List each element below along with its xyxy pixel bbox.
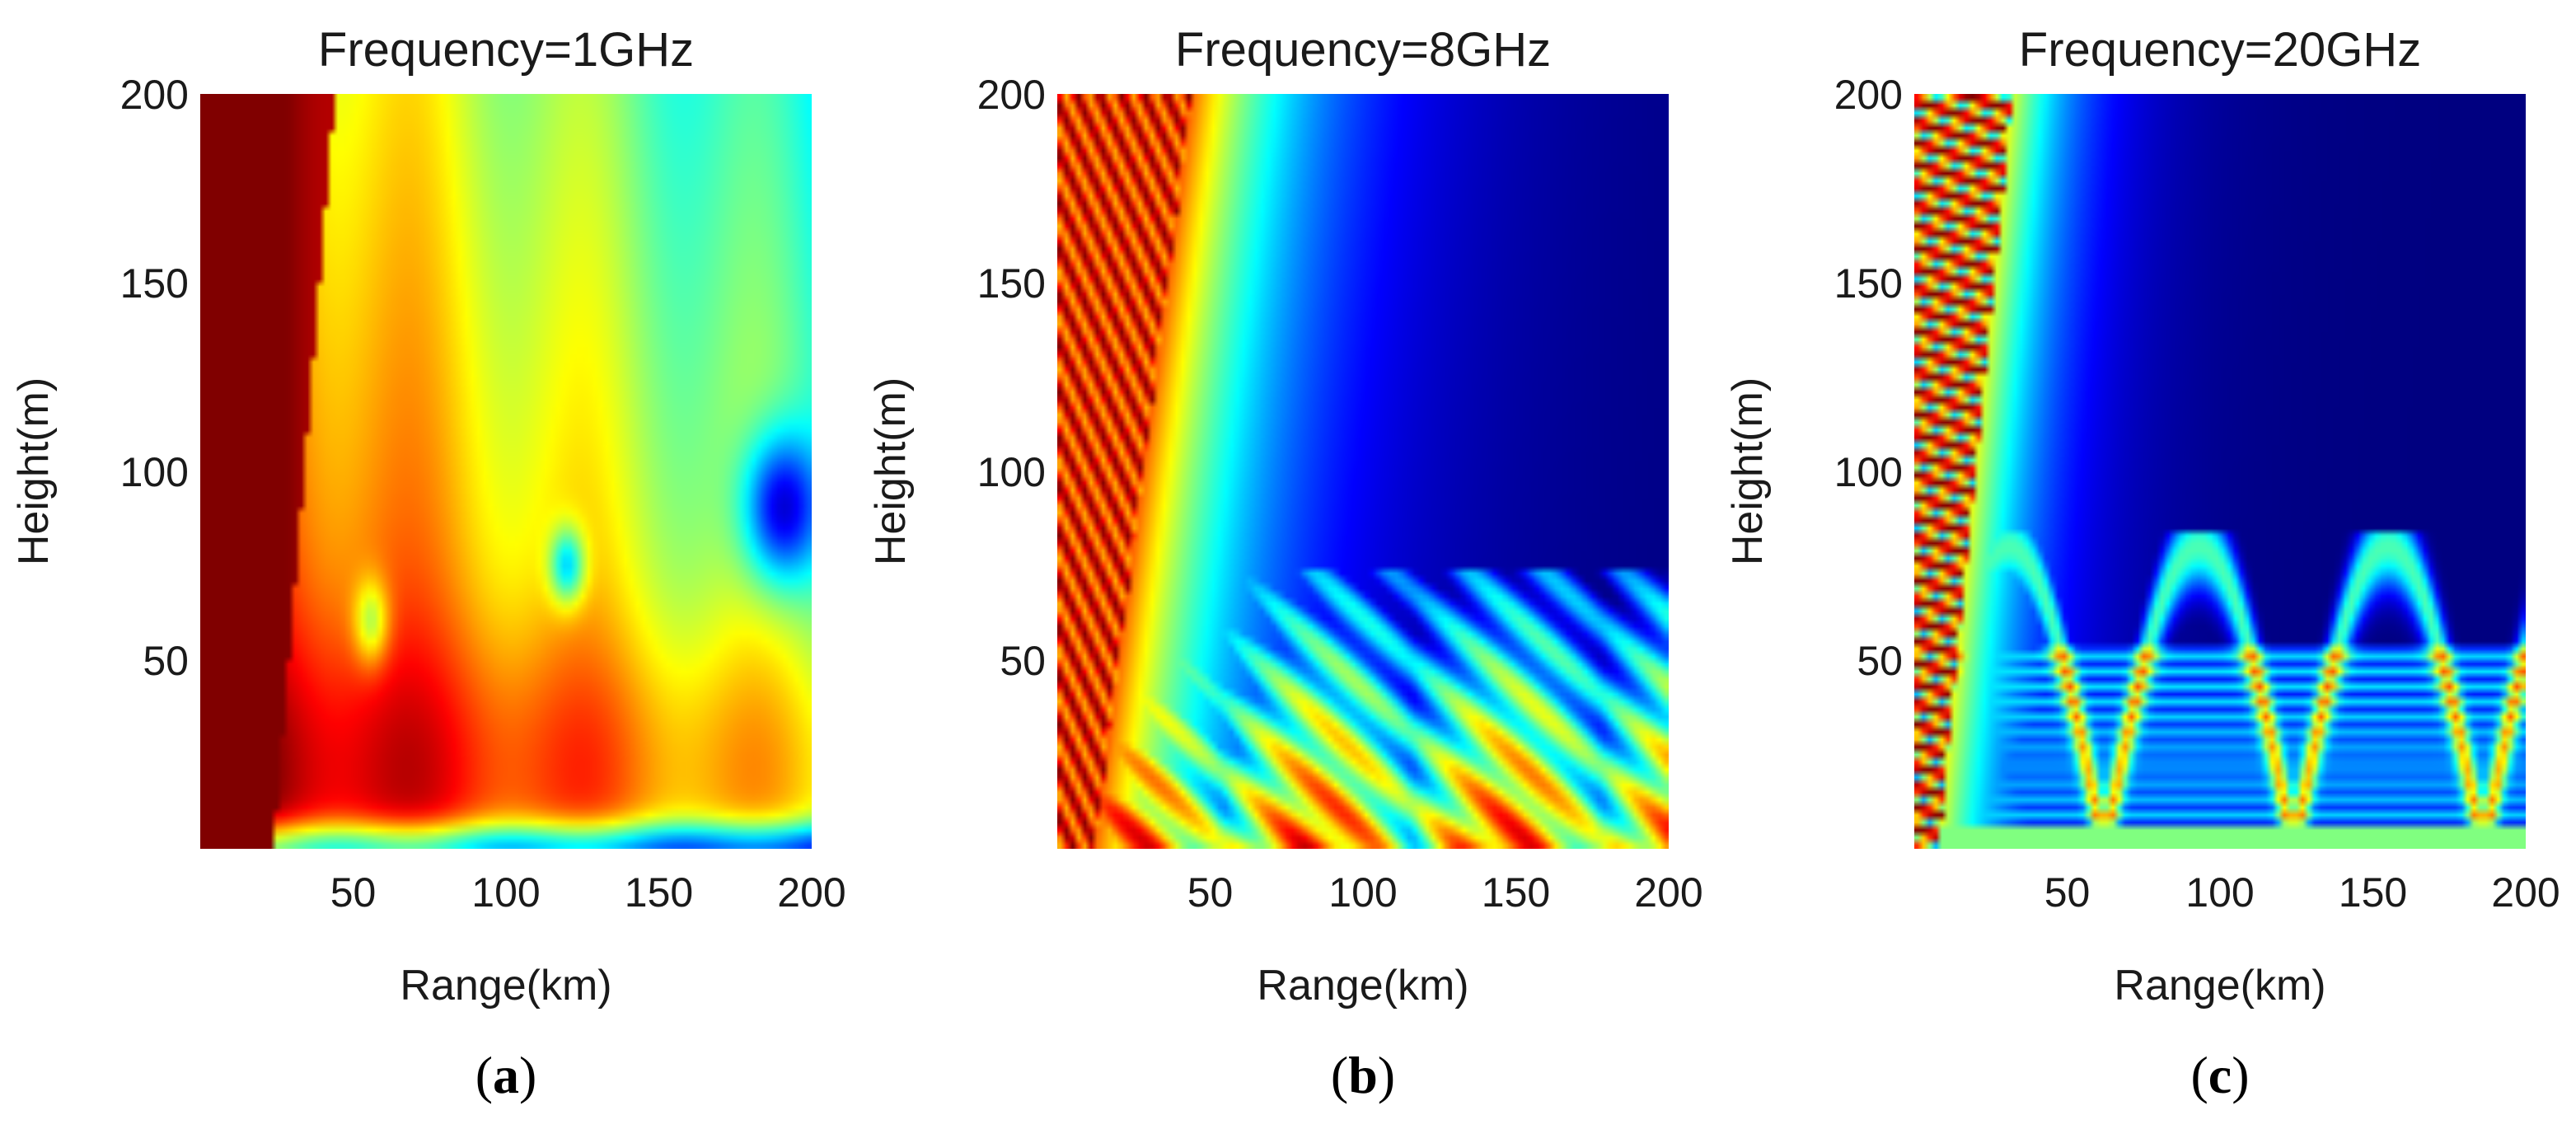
panel-c: Frequency=20GHz 50 100 150 200 50 100 150 200 …: [1714, 0, 2571, 1129]
y-tick-label: 50: [1857, 638, 1903, 684]
y-tick-label: 150: [977, 260, 1046, 307]
heatmap-image: [1057, 94, 1669, 849]
heatmap-chart-b: Frequency=8GHz 50 100 150 200 50 100 150 200 R…: [867, 23, 1703, 1010]
x-tick-label: 150: [2339, 869, 2407, 916]
y-tick-label: 150: [1834, 260, 1903, 307]
y-tick-labels: 50 100 150 200: [120, 72, 189, 684]
y-tick-label: 200: [120, 72, 189, 118]
x-tick-label: 50: [2044, 869, 2091, 916]
heatmap-image: [1914, 94, 2526, 849]
plot-area: [1914, 94, 2526, 849]
x-axis-label: Range(km): [2114, 962, 2325, 1010]
y-axis-label: Height(m): [867, 377, 915, 565]
x-tick-label: 200: [777, 869, 845, 916]
x-tick-labels: 50 100 150 200: [1187, 869, 1703, 916]
x-tick-label: 100: [471, 869, 540, 916]
x-tick-label: 150: [1482, 869, 1550, 916]
x-tick-labels: 50 100 150 200: [330, 869, 846, 916]
caption-letter: c: [2208, 1046, 2232, 1104]
y-tick-label: 200: [977, 72, 1046, 118]
x-tick-label: 200: [1634, 869, 1703, 916]
heatmap-image: [200, 94, 812, 849]
heatmap-chart-a: Frequency=1GHz 50 100 150 200 50 100 150 200 R…: [10, 23, 846, 1010]
caption-b: (b): [1330, 1046, 1396, 1104]
caption-letter: b: [1348, 1046, 1378, 1104]
y-tick-label: 100: [1834, 449, 1903, 495]
x-axis-label: Range(km): [400, 962, 611, 1010]
y-tick-label: 100: [977, 449, 1046, 495]
x-tick-label: 100: [1328, 869, 1397, 916]
plot-area: [200, 94, 812, 849]
y-tick-labels: 50 100 150 200: [1834, 72, 1903, 684]
y-tick-label: 100: [120, 449, 189, 495]
x-axis-label: Range(km): [1257, 962, 1468, 1010]
x-tick-label: 150: [625, 869, 693, 916]
y-tick-labels: 50 100 150 200: [977, 72, 1046, 684]
panel-b: Frequency=8GHz 50 100 150 200 50 100 150 200 R…: [857, 0, 1714, 1129]
caption-c: (c): [2190, 1046, 2250, 1104]
y-axis-label: Height(m): [10, 377, 58, 565]
panel-a: Frequency=1GHz 50 100 150 200 50 100 150 200 R…: [0, 0, 857, 1129]
x-tick-labels: 50 100 150 200: [2044, 869, 2560, 916]
plot-area: [1057, 94, 1669, 849]
chart-title: Frequency=1GHz: [318, 23, 694, 77]
chart-title: Frequency=8GHz: [1175, 23, 1551, 77]
chart-title: Frequency=20GHz: [2019, 23, 2421, 77]
y-tick-label: 200: [1834, 72, 1903, 118]
y-tick-label: 50: [143, 638, 189, 684]
x-tick-label: 200: [2491, 869, 2560, 916]
caption-a: (a): [475, 1046, 537, 1104]
x-tick-label: 50: [1187, 869, 1234, 916]
x-tick-label: 50: [330, 869, 377, 916]
y-tick-label: 50: [1000, 638, 1046, 684]
x-tick-label: 100: [2185, 869, 2254, 916]
y-axis-label: Height(m): [1724, 377, 1772, 565]
caption-letter: a: [493, 1046, 519, 1104]
y-tick-label: 150: [120, 260, 189, 307]
